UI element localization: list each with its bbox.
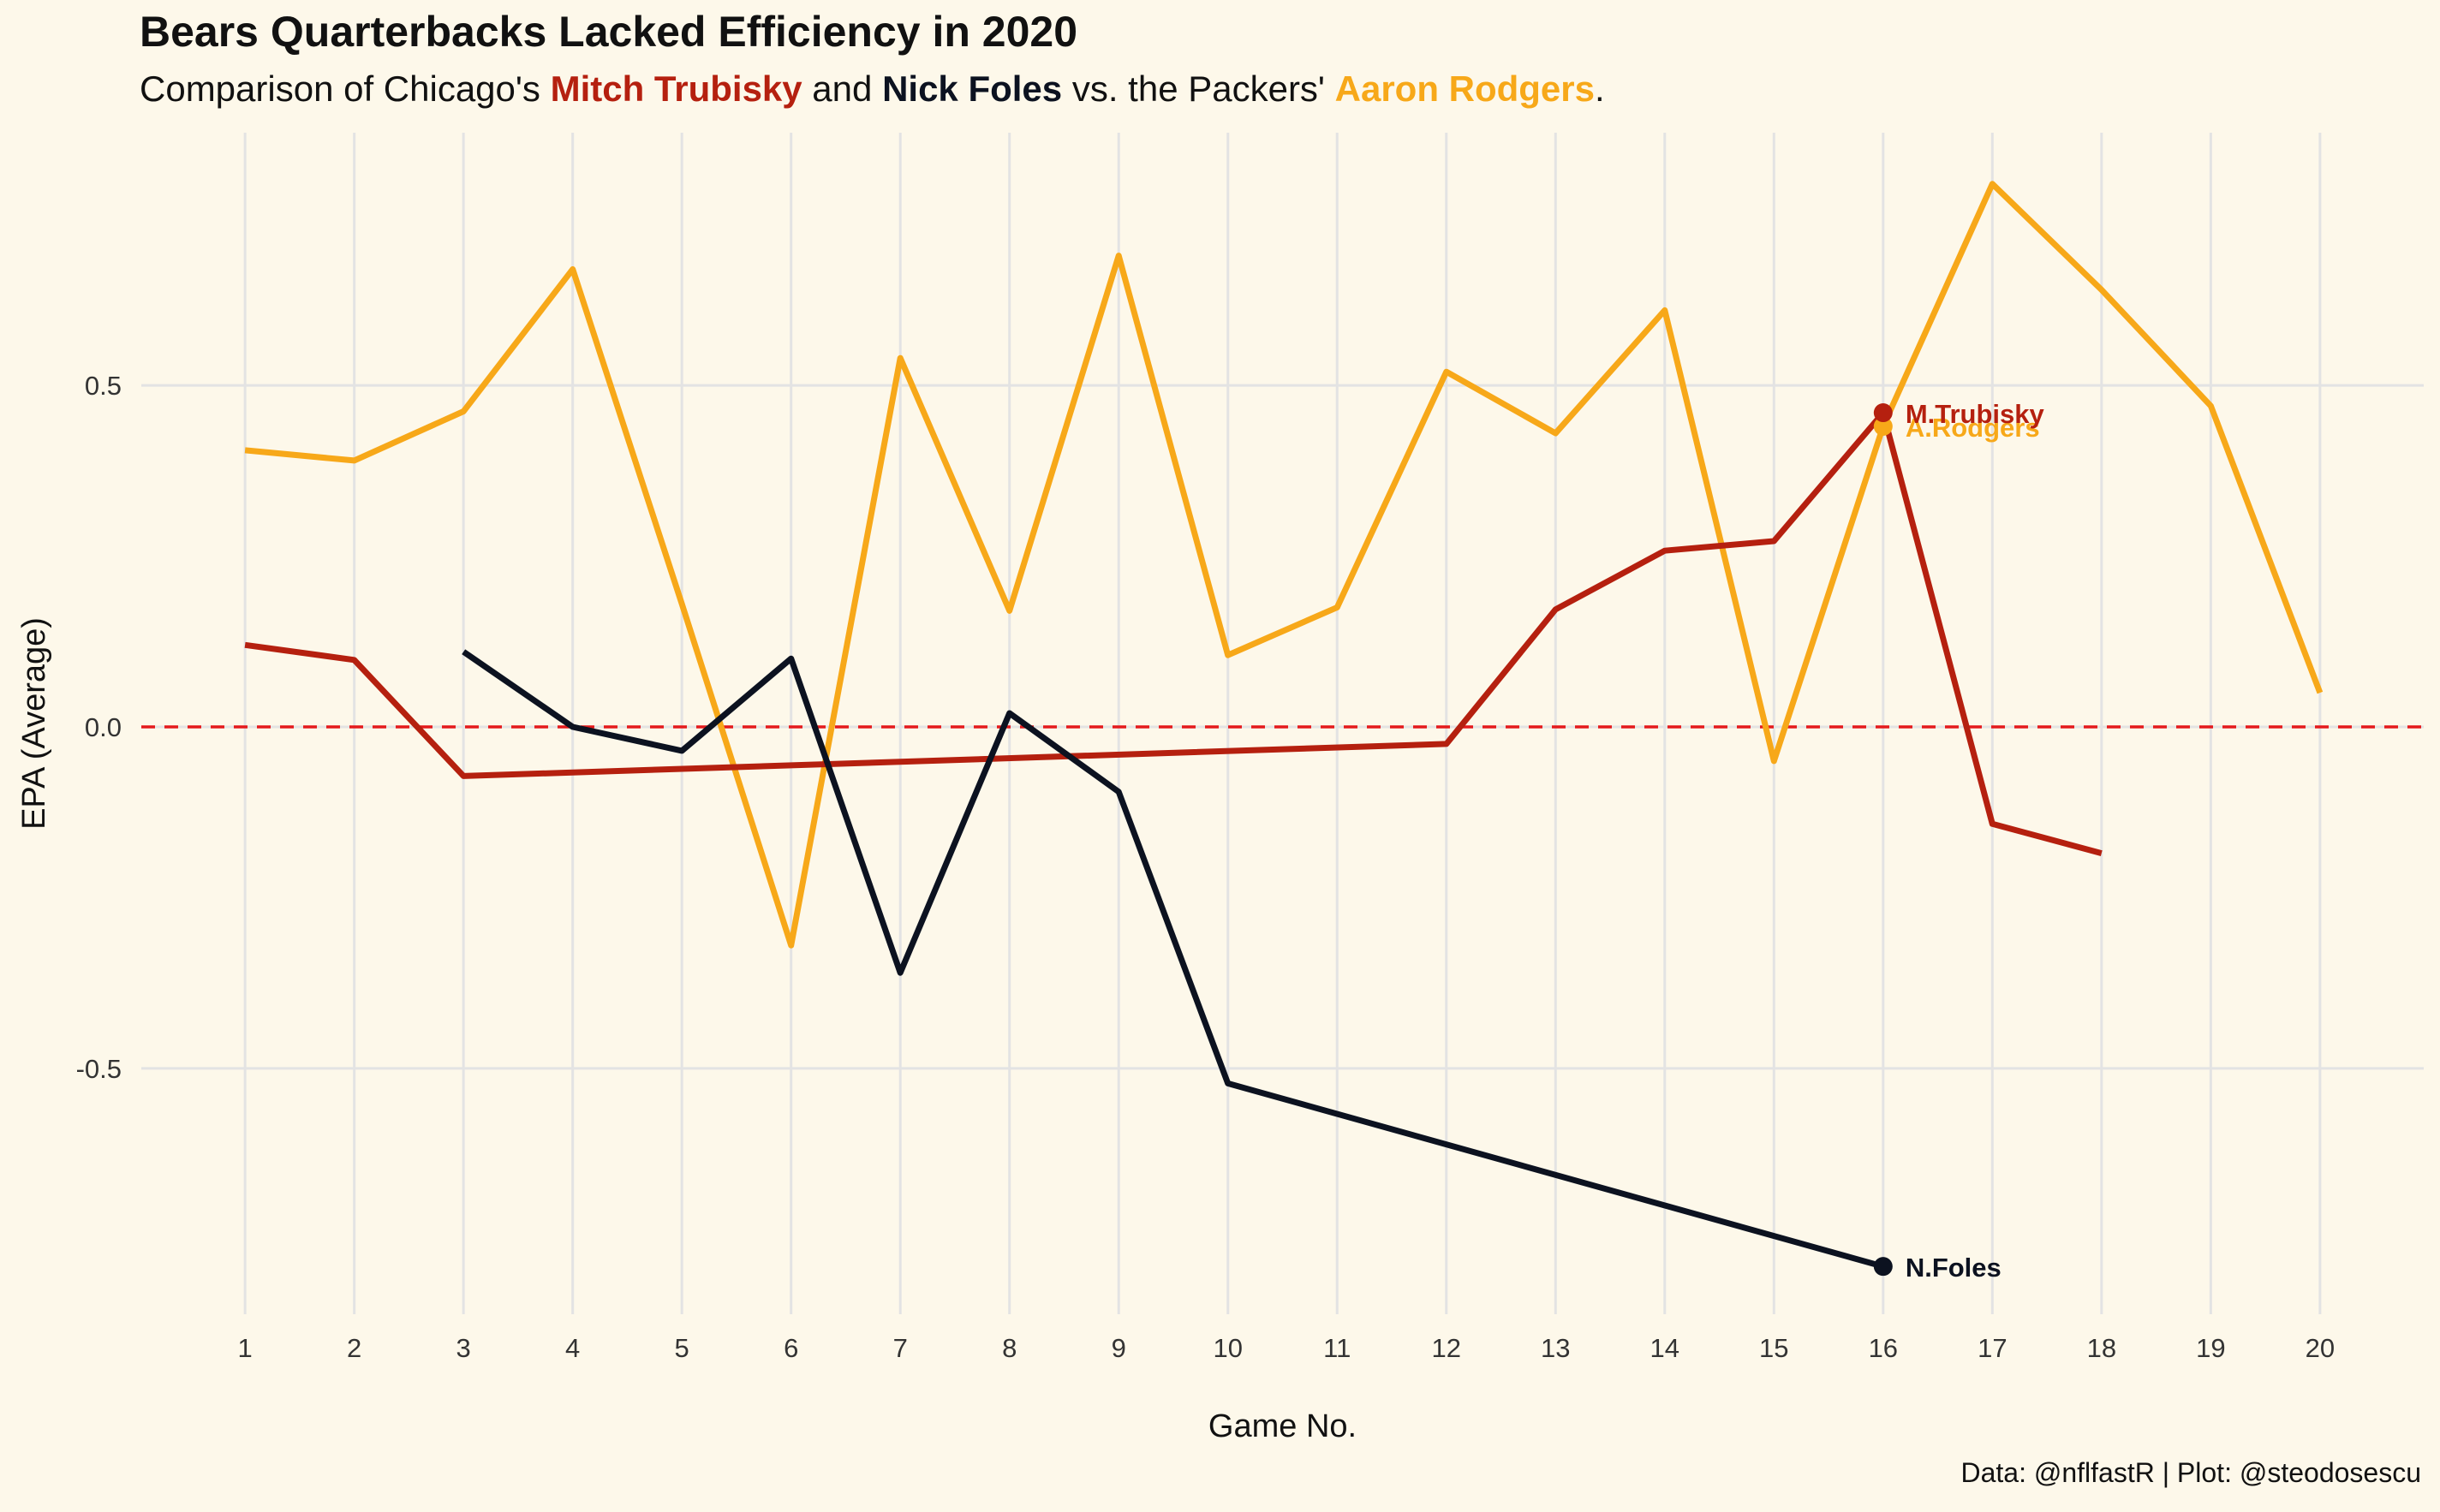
x-tick-label: 13 xyxy=(1541,1333,1570,1363)
x-tick-label: 5 xyxy=(675,1333,689,1363)
x-tick-label: 11 xyxy=(1323,1333,1351,1363)
y-tick-label: 0.5 xyxy=(85,371,122,401)
end-point-rodgers xyxy=(1873,417,1893,437)
x-tick-label: 18 xyxy=(2087,1333,2116,1363)
subtitle-name-rodgers: Aaron Rodgers xyxy=(1334,68,1595,109)
x-tick-label: 12 xyxy=(1432,1333,1461,1363)
chart-caption: Data: @nflfastR | Plot: @steodosescu xyxy=(1960,1457,2421,1488)
series-line-rodgers xyxy=(244,181,2324,949)
x-tick-label: 20 xyxy=(2306,1333,2335,1363)
y-tick-label: -0.5 xyxy=(76,1054,122,1084)
series-line-trubisky xyxy=(244,409,2103,856)
x-tick-label: 15 xyxy=(1759,1333,1788,1363)
subtitle-name-trubisky: Mitch Trubisky xyxy=(550,68,802,109)
subtitle-name-foles: Nick Foles xyxy=(882,68,1063,109)
x-tick-label: 2 xyxy=(347,1333,361,1363)
chart-title: Bears Quarterbacks Lacked Efficiency in … xyxy=(140,8,1078,56)
series-line-foles xyxy=(462,649,1884,1270)
x-tick-label: 19 xyxy=(2196,1333,2225,1363)
subtitle-suffix: . xyxy=(1595,68,1605,109)
x-tick-label: 14 xyxy=(1650,1333,1679,1363)
x-tick-label: 10 xyxy=(1214,1333,1243,1363)
x-tick-label: 1 xyxy=(238,1333,253,1363)
x-tick-label: 7 xyxy=(893,1333,908,1363)
x-tick-label: 3 xyxy=(456,1333,471,1363)
x-tick-label: 8 xyxy=(1002,1333,1017,1363)
x-axis-title: Game No. xyxy=(1208,1408,1357,1444)
subtitle-prefix: Comparison of Chicago's xyxy=(140,68,551,109)
x-tick-label: 16 xyxy=(1869,1333,1898,1363)
end-label-foles: N.Foles xyxy=(1906,1253,2002,1283)
end-point-trubisky xyxy=(1873,403,1893,423)
x-tick-label: 17 xyxy=(1978,1333,2007,1363)
end-point-foles xyxy=(1873,1257,1893,1277)
y-tick-label: 0.0 xyxy=(85,712,122,742)
x-tick-label: 9 xyxy=(1112,1333,1126,1363)
axis-layer: 1 2 3 4 5 6 7 8 9 10 11 12 13 14 15 16 17 18 19 20-0.50.00.… xyxy=(16,371,2335,1444)
x-tick-label: 6 xyxy=(784,1333,798,1363)
end-label-rodgers: A.Rodgers xyxy=(1906,413,2040,443)
y-axis-title: EPA (Average) xyxy=(16,617,52,830)
subtitle-mid-2: vs. the Packers' xyxy=(1062,68,1335,109)
grid-layer xyxy=(141,133,2424,1314)
chart-subtitle: Comparison of Chicago's Mitch Trubisky a… xyxy=(140,68,1605,110)
end-label-trubisky: M.Trubisky xyxy=(1906,399,2045,429)
subtitle-mid-1: and xyxy=(802,68,883,109)
series-layer xyxy=(244,181,2324,1270)
x-tick-label: 4 xyxy=(565,1333,580,1363)
